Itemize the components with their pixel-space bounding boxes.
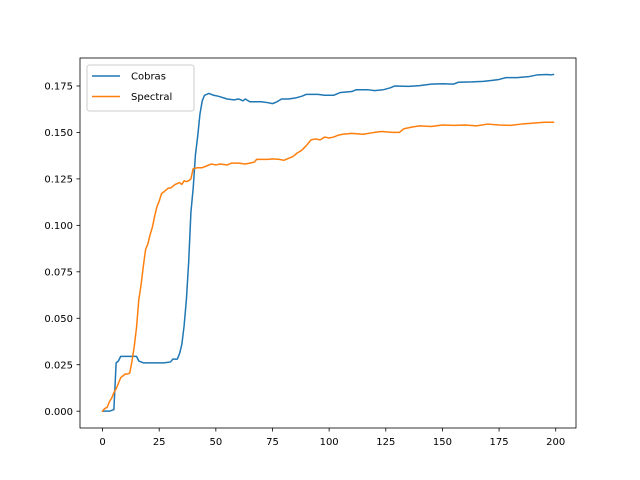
x-tick-label: 200 <box>546 437 565 448</box>
x-tick-label: 75 <box>266 437 279 448</box>
y-tick-label: 0.050 <box>44 314 73 325</box>
axes-spines <box>79 57 577 429</box>
series-layer <box>101 73 555 413</box>
legend: Cobras Spectral <box>86 64 195 112</box>
x-tick-label: 125 <box>376 437 395 448</box>
axes-background <box>80 58 576 428</box>
y-tick-label: 0.125 <box>44 174 73 185</box>
plot-area <box>80 58 576 428</box>
y-tick-label: 0.075 <box>44 267 73 278</box>
x-tick-label: 0 <box>99 437 105 448</box>
x-tick-label: 175 <box>490 437 509 448</box>
x-tick-label: 150 <box>433 437 452 448</box>
y-tick-label: 0.175 <box>44 82 73 93</box>
y-tick-label: 0.150 <box>44 128 73 139</box>
series-line-spectral <box>101 121 555 413</box>
y-tick-label: 0.000 <box>44 407 73 418</box>
legend-label-cobras: Cobras <box>131 72 166 83</box>
y-tick-label: 0.100 <box>44 221 73 232</box>
y-tick-label: 0.025 <box>44 360 73 371</box>
x-axis: 0 25 50 75 100 125 150 175 200 <box>99 428 565 448</box>
x-tick-label: 50 <box>209 437 222 448</box>
x-tick-label: 100 <box>320 437 339 448</box>
series-line-cobras <box>101 73 555 412</box>
legend-label-spectral: Spectral <box>131 92 172 103</box>
y-axis: 0.000 0.025 0.050 0.075 0.100 0.125 0.150 0.175 <box>44 82 80 418</box>
x-tick-label: 25 <box>153 437 166 448</box>
axes-frame <box>79 57 577 429</box>
